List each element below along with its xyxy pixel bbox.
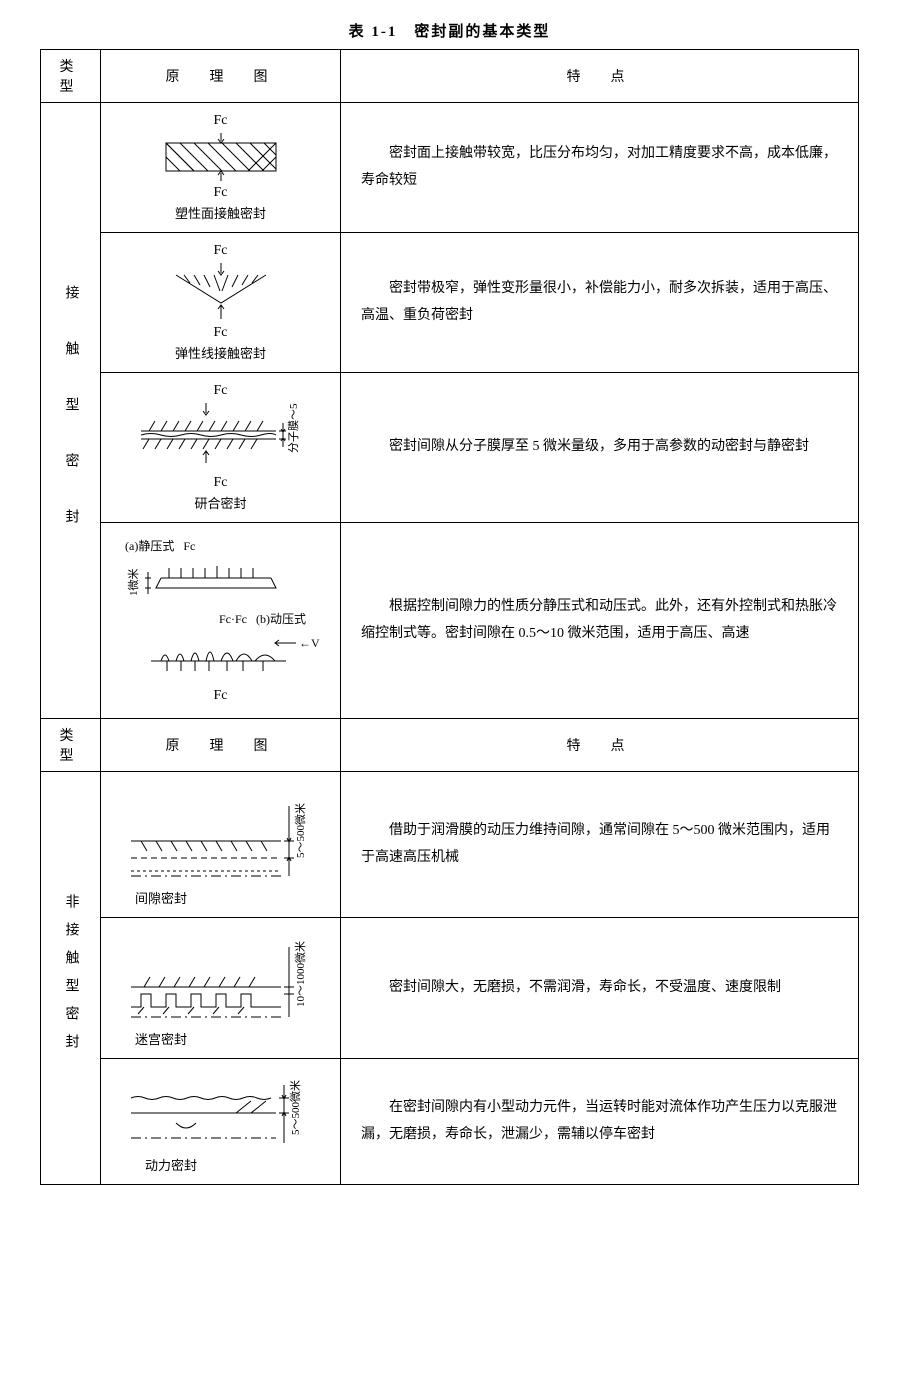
fc-top-label: Fc (105, 383, 336, 399)
side-label: 1微米 (126, 569, 140, 597)
diagram-cell: 5～500微米 间隙密封 (101, 772, 341, 918)
feature-cell: 借助于润滑膜的动压力维持间隙，通常间隙在 5～500 微米范围内，适用于高速高压… (341, 772, 859, 918)
table-row: Fc (41, 373, 859, 523)
header-row-2: 类 型 原 理 图 特 点 (41, 719, 859, 772)
type-cell-contact: 接 触 型 密 封 (41, 103, 101, 719)
diagram-cell: Fc (101, 373, 341, 523)
table-row: 接 触 型 密 封 Fc Fc 塑性面接触密封 (41, 103, 859, 233)
dynamic-seal-icon: 5～500微米 (116, 1073, 326, 1153)
table-row: 5～500微米 动力密封 在密封间隙内有小型动力元件，当运转时能对流体作功产生压… (41, 1059, 859, 1185)
col-header-diagram: 原 理 图 (101, 719, 341, 772)
fc-top-label: Fc (105, 113, 336, 129)
plastic-contact-icon (146, 133, 296, 183)
side-label: 分子膜～5微米 (286, 403, 300, 453)
feature-cell: 在密封间隙内有小型动力元件，当运转时能对流体作功产生压力以克服泄漏，无磨损，寿命… (341, 1059, 859, 1185)
col-header-feature: 特 点 (341, 719, 859, 772)
diagram-caption: 间隙密封 (105, 888, 336, 907)
clearance-seal-icon: 5～500微米 (116, 786, 326, 886)
feature-cell: 根据控制间隙力的性质分静压式和动压式。此外，还有外控制式和热胀冷缩控制式等。密封… (341, 523, 859, 719)
fc-top-label: Fc (105, 243, 336, 259)
v-label: ←V (299, 636, 320, 650)
diagram-caption: 迷宫密封 (105, 1029, 336, 1048)
diagram-cell: Fc Fc 弹性线接触密封 (101, 233, 341, 373)
static-pressure-icon: 1微米 (121, 558, 321, 608)
sub-a-label: (a)静压式 (125, 539, 174, 553)
fc-bot-label: Fc (105, 325, 336, 341)
col-header-type: 类 型 (41, 50, 101, 103)
dynamic-pressure-icon: ←V (121, 631, 321, 686)
diagram-cell: Fc Fc 塑性面接触密封 (101, 103, 341, 233)
side-label: 10～1000微米 (293, 941, 307, 1007)
type-cell-noncontact: 非接触型密封 (41, 772, 101, 1185)
side-label: 5～500微米 (293, 803, 307, 858)
fc-bot-label: Fc (105, 688, 336, 704)
col-header-type: 类 型 (41, 719, 101, 772)
diagram-caption: 弹性线接触密封 (105, 343, 336, 362)
feature-cell: 密封间隙从分子膜厚至 5 微米量级，多用于高参数的动密封与静密封 (341, 373, 859, 523)
table-row: 非接触型密封 5～500微米 (41, 772, 859, 918)
diagram-cell: (a)静压式 Fc 1微米 Fc·Fc (101, 523, 341, 719)
sub-b-label: (b)动压式 (256, 612, 306, 626)
lapped-seal-icon: 分子膜～5微米 (121, 403, 321, 473)
feature-cell: 密封面上接触带较宽，比压分布均匀，对加工精度要求不高，成本低廉，寿命较短 (341, 103, 859, 233)
col-header-diagram: 原 理 图 (101, 50, 341, 103)
elastic-line-contact-icon (146, 263, 296, 323)
diagram-caption: 塑性面接触密封 (105, 203, 336, 222)
header-row-1: 类 型 原 理 图 特 点 (41, 50, 859, 103)
table-row: (a)静压式 Fc 1微米 Fc·Fc (41, 523, 859, 719)
diagram-cell: 5～500微米 动力密封 (101, 1059, 341, 1185)
feature-cell: 密封带极窄，弹性变形量很小，补偿能力小，耐多次拆装，适用于高压、高温、重负荷密封 (341, 233, 859, 373)
fc-bot-label: Fc (105, 475, 336, 491)
feature-cell: 密封间隙大，无磨损，不需润滑，寿命长，不受温度、速度限制 (341, 918, 859, 1059)
table-title: 表 1-1 密封副的基本类型 (40, 20, 859, 41)
fc-mid-label: Fc·Fc (219, 612, 247, 626)
diagram-cell: 10～1000微米 迷宫密封 (101, 918, 341, 1059)
fc-top-label: Fc (183, 539, 195, 553)
fc-bot-label: Fc (105, 185, 336, 201)
labyrinth-seal-icon: 10～1000微米 (116, 932, 326, 1027)
table-row: 10～1000微米 迷宫密封 密封间隙大，无磨损，不需润滑，寿命长，不受温度、速… (41, 918, 859, 1059)
diagram-caption: 动力密封 (105, 1155, 336, 1174)
col-header-feature: 特 点 (341, 50, 859, 103)
seal-types-table: 类 型 原 理 图 特 点 接 触 型 密 封 Fc (40, 49, 859, 1185)
diagram-caption: 研合密封 (105, 493, 336, 512)
side-label: 5～500微米 (288, 1080, 302, 1135)
table-row: Fc Fc 弹性线接触密封 密封带极窄，弹性变形量很小，补偿能力小，耐多次拆装，… (41, 233, 859, 373)
